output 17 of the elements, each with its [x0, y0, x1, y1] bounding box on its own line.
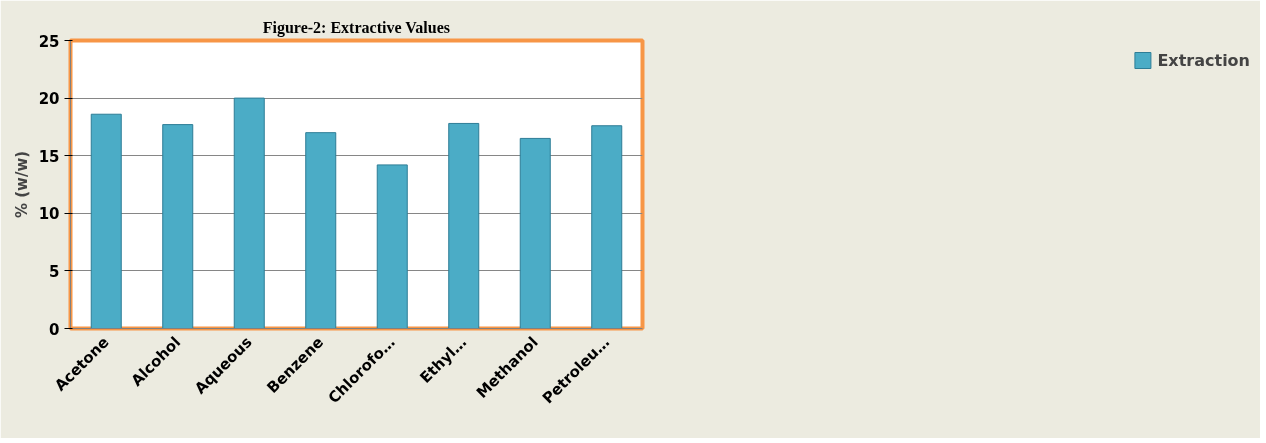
bar	[519, 137, 551, 329]
bar	[233, 97, 265, 329]
y-tick-label: 10	[38, 205, 60, 224]
bar	[448, 122, 480, 329]
y-axis-title: % (w/w)	[12, 150, 31, 219]
bar	[90, 113, 122, 329]
y-tick-label: 25	[38, 32, 60, 51]
y-tick-label: 0	[49, 320, 60, 339]
legend-label: Extraction	[1157, 50, 1250, 70]
y-tick-label: 20	[38, 90, 60, 109]
y-tick-label: 15	[38, 147, 60, 166]
bar	[305, 132, 337, 329]
bar	[591, 125, 623, 329]
chart-title: Figure-2: Extractive Values	[262, 18, 450, 37]
y-tick-label: 5	[49, 262, 60, 281]
bar	[376, 164, 408, 329]
bar	[162, 124, 194, 329]
